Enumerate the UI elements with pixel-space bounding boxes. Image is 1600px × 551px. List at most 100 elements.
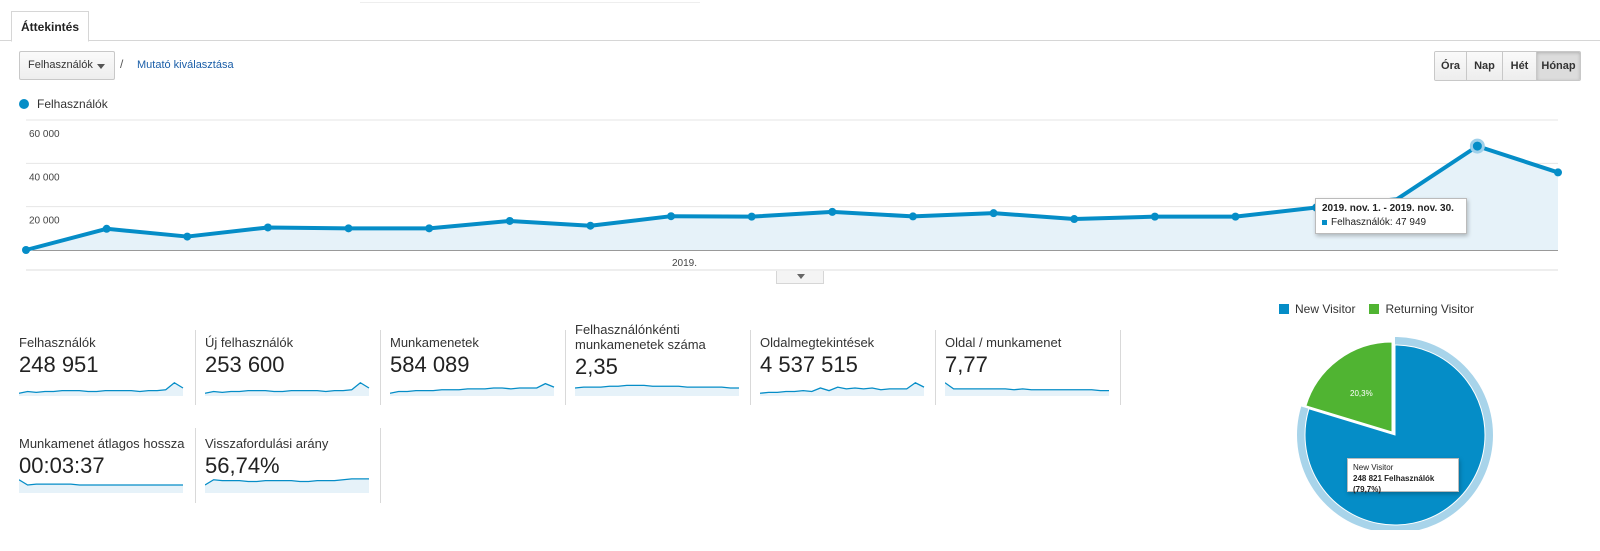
pie-legend: New Visitor Returning Visitor <box>1279 302 1474 316</box>
data-point[interactable] <box>1070 215 1079 224</box>
y-tick-label: 60 000 <box>29 129 60 140</box>
data-point[interactable] <box>667 212 676 221</box>
metric-divider <box>195 330 196 405</box>
metric-sparkline <box>19 479 183 493</box>
metric-value: 2,35 <box>575 354 618 379</box>
sparkline-line <box>945 382 1109 392</box>
sparkline-line <box>19 381 184 394</box>
metric-label: Visszafordulási arány <box>205 436 329 451</box>
data-point[interactable] <box>1554 168 1562 177</box>
metric-sparkline <box>390 382 555 396</box>
chart-expand-toggle[interactable] <box>776 271 824 284</box>
metric-sparkline <box>760 381 925 396</box>
tooltip-title: 2019. nov. 1. - 2019. nov. 30. <box>1322 203 1454 214</box>
separator: / <box>120 57 124 71</box>
metric-divider <box>935 330 936 405</box>
metric-label: Oldal / munkamenet <box>945 335 1062 350</box>
metric-value: 00:03:37 <box>19 453 105 478</box>
tooltip-marker <box>1322 219 1327 225</box>
legend-label: Felhasználók <box>37 97 108 111</box>
metric-label: Felhasználók <box>19 335 96 350</box>
legend-swatch-returning <box>1369 304 1380 314</box>
metric-divider <box>380 428 381 503</box>
sparkline-line <box>205 478 369 486</box>
data-point[interactable] <box>344 224 353 233</box>
data-point[interactable] <box>183 232 192 241</box>
pick-metric-link[interactable]: Mutató kiválasztása <box>137 59 234 71</box>
data-point[interactable] <box>1150 212 1159 221</box>
metric-value: 56,74% <box>205 453 280 478</box>
series-line <box>25 144 1559 252</box>
metric-sparkline <box>205 381 370 396</box>
metric-divider <box>1120 330 1121 405</box>
metric-select[interactable]: Felhasználók <box>19 51 115 80</box>
tooltip-value: Felhasználók: 47 949 <box>1331 217 1427 228</box>
metric-card[interactable]: Új felhasználók 253 600 <box>205 335 385 378</box>
tab-bar: Áttekintés <box>0 11 1600 42</box>
top-divider <box>360 0 700 3</box>
metric-select-label: Felhasználók <box>28 59 93 71</box>
metric-divider <box>380 330 381 405</box>
metric-card[interactable]: Visszafordulási arány 56,74% <box>205 436 385 479</box>
sparkline-line <box>19 479 183 486</box>
data-point-highlighted[interactable] <box>1469 138 1485 154</box>
metric-label: Oldalmegtekintések <box>760 335 875 350</box>
metric-card[interactable]: Munkamenet átlagos hossza 00:03:37 <box>19 436 199 479</box>
sparkline-line <box>575 384 739 389</box>
y-tick-label: 20 000 <box>29 216 60 227</box>
metric-card[interactable]: Oldalmegtekintések 4 537 515 <box>760 335 940 378</box>
data-point[interactable] <box>747 212 756 221</box>
pie-tooltip: New Visitor 248 821 Felhasználók (79,7%) <box>1347 458 1459 494</box>
legend-swatch-new <box>1279 304 1289 314</box>
metric-card[interactable]: Munkamenetek 584 089 <box>390 335 570 378</box>
metric-divider <box>565 330 566 405</box>
data-point[interactable] <box>1231 212 1240 221</box>
y-tick-label: 40 000 <box>29 172 60 183</box>
data-point[interactable] <box>505 216 514 225</box>
sparkline-area <box>390 383 554 396</box>
legend-returning-visitor: Returning Visitor <box>1385 302 1474 316</box>
sparkline-area <box>19 479 183 493</box>
chart-legend: Felhasználók <box>19 97 108 111</box>
sparkline-area <box>575 385 739 396</box>
series-area <box>26 146 1558 250</box>
metric-card[interactable]: Felhasználónkénti munkamenetek száma 2,35 <box>575 322 755 380</box>
data-point[interactable] <box>425 224 434 233</box>
legend-marker <box>19 99 29 109</box>
period-hour-button[interactable]: Óra <box>1435 52 1466 80</box>
metric-sparkline <box>19 381 184 396</box>
data-point[interactable] <box>989 209 998 218</box>
metric-label: Új felhasználók <box>205 335 294 350</box>
pie-slice-returning-visitor[interactable] <box>1305 341 1393 433</box>
period-day-button[interactable]: Nap <box>1466 52 1502 80</box>
data-point[interactable] <box>908 212 917 221</box>
metric-sparkline <box>205 478 369 493</box>
metric-value: 584 089 <box>390 352 470 377</box>
chevron-down-icon <box>97 64 105 69</box>
metric-sparkline <box>945 382 1109 396</box>
chart-tooltip: 2019. nov. 1. - 2019. nov. 30. Felhaszná… <box>1315 198 1467 234</box>
users-line-chart: 60 000 40 000 20 000 2019. <box>22 119 1562 271</box>
data-point[interactable] <box>586 221 595 230</box>
pie-tooltip-title: New Visitor <box>1353 463 1394 472</box>
metric-label: Munkamenet átlagos hossza <box>19 436 185 451</box>
metric-card[interactable]: Felhasználók 248 951 <box>19 335 199 378</box>
sparkline-line <box>205 381 370 394</box>
metric-value: 7,77 <box>945 352 988 377</box>
pie-tooltip-value: 248 821 Felhasználók (79,7%) <box>1353 474 1435 494</box>
sparkline-area <box>760 382 924 396</box>
period-month-button[interactable]: Hónap <box>1536 52 1580 80</box>
data-point[interactable] <box>828 207 837 216</box>
data-point[interactable] <box>22 246 30 254</box>
sparkline-line <box>390 382 555 394</box>
tab-overview[interactable]: Áttekintés <box>11 11 90 42</box>
visitor-pie-chart: 20,3% <box>1297 337 1493 530</box>
legend-new-visitor: New Visitor <box>1295 302 1356 316</box>
metric-card[interactable]: Oldal / munkamenet 7,77 <box>945 335 1125 378</box>
metric-value: 253 600 <box>205 352 285 377</box>
period-week-button[interactable]: Hét <box>1502 52 1536 80</box>
data-point[interactable] <box>102 224 111 233</box>
period-buttons: Óra Nap Hét Hónap <box>1434 51 1581 81</box>
sparkline-area <box>19 382 183 396</box>
data-point[interactable] <box>263 223 272 232</box>
